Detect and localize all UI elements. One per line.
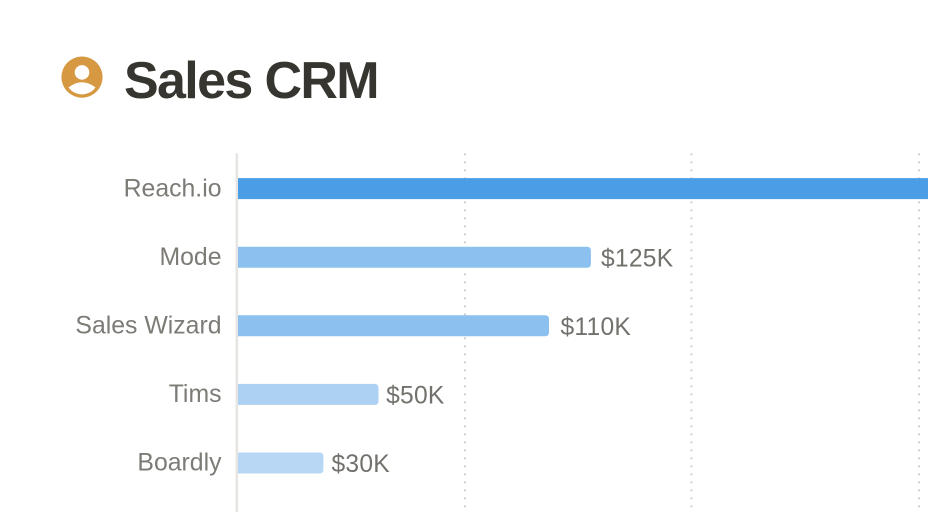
svg-text:Tims: Tims bbox=[169, 381, 222, 408]
svg-text:Reach.io: Reach.io bbox=[124, 175, 222, 202]
svg-text:$30K: $30K bbox=[332, 451, 391, 478]
svg-text:$50K: $50K bbox=[386, 383, 445, 410]
svg-text:$110K: $110K bbox=[561, 314, 632, 341]
svg-text:$125K: $125K bbox=[601, 245, 674, 272]
svg-text:Sales Wizard: Sales Wizard bbox=[75, 313, 221, 340]
svg-text:Boardly: Boardly bbox=[137, 450, 222, 477]
svg-text:Mode: Mode bbox=[159, 244, 221, 271]
svg-text:Sales CRM: Sales CRM bbox=[124, 52, 378, 110]
